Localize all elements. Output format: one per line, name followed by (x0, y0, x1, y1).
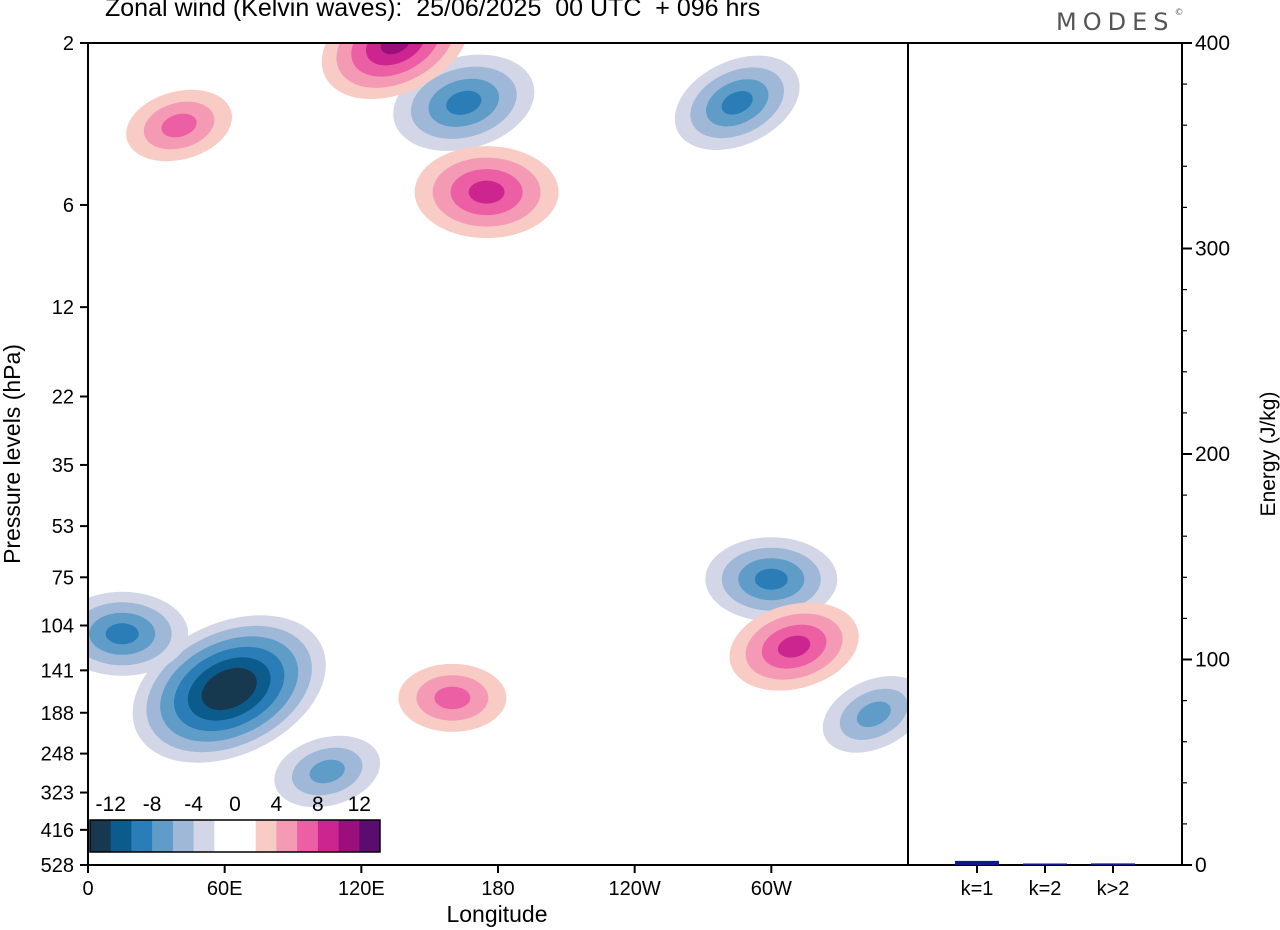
energy-bar (1023, 863, 1067, 865)
contour-easterly-level (215, 678, 244, 700)
colorbar-swatch (317, 820, 340, 852)
energy-axis-label: Energy (J/kg) (1257, 392, 1280, 517)
colorbar-frame (89, 819, 381, 853)
energy-tick-label: 400 (1195, 32, 1230, 55)
y-tick-label: 323 (41, 783, 74, 805)
y-axis-label: Pressure levels (hPa) (0, 344, 25, 564)
colorbar-label: -8 (143, 793, 162, 816)
energy-tick-label: 300 (1195, 238, 1230, 261)
colorbar-label: 4 (271, 793, 283, 816)
contour-easterly-level (856, 701, 891, 728)
y-tick-label: 53 (52, 516, 74, 538)
contour-easterly-level (754, 568, 788, 590)
y-tick-label: 75 (52, 567, 74, 589)
y-tick-label: 528 (41, 855, 74, 877)
x-tick-label: 60E (207, 878, 243, 900)
colorbar-swatch (338, 820, 360, 852)
colorbar-swatch (131, 820, 153, 852)
colorbar-swatch (90, 820, 112, 852)
colorbar-swatch (276, 820, 298, 852)
colorbar-swatch (359, 820, 381, 852)
y-tick-label: 2 (63, 33, 74, 55)
energy-category-label: k=2 (1029, 878, 1062, 900)
y-tick-label: 188 (41, 703, 74, 725)
colorbar-swatch (172, 820, 195, 852)
y-tick-label: 22 (52, 386, 74, 408)
x-tick-label: 120W (609, 878, 661, 900)
y-tick-label: 12 (52, 297, 74, 319)
colorbar-swatch (255, 820, 277, 852)
colorbar-label: 8 (312, 793, 324, 816)
y-tick-label: 6 (63, 195, 74, 217)
y-tick-label: 416 (41, 820, 74, 842)
colorbar-swatch (297, 820, 319, 852)
colorbar-label: 0 (229, 793, 241, 816)
colorbar-swatch (110, 820, 132, 852)
chart-title: Zonal wind (Kelvin waves): 25/06/2025 00… (105, 0, 761, 22)
contour-westerly-level (434, 686, 471, 710)
modes-logo: MODES© (1056, 8, 1184, 36)
colorbar-label: 12 (348, 793, 371, 816)
x-tick-label: 60W (751, 878, 792, 900)
colorbar-swatch (193, 820, 215, 852)
energy-category-label: k>2 (1097, 878, 1130, 900)
y-tick-label: 248 (41, 744, 74, 766)
contour-easterly-level (309, 759, 345, 784)
contour-easterly-level (721, 91, 753, 115)
x-tick-label: 120E (338, 878, 385, 900)
contour-easterly-level (446, 90, 482, 115)
contour-westerly-level (468, 180, 505, 204)
contour-westerly-level (777, 635, 811, 658)
x-tick-label: 180 (481, 878, 514, 900)
energy-bar (955, 860, 999, 865)
x-axis-label: Longitude (446, 901, 547, 927)
contour-field (88, 43, 908, 808)
y-tick-label: 104 (41, 615, 74, 637)
colorbar-swatch (235, 820, 257, 852)
energy-bar (1091, 863, 1135, 865)
energy-tick-label: 100 (1195, 649, 1230, 672)
energy-frame (907, 42, 1183, 866)
energy-tick-label: 200 (1195, 443, 1230, 466)
y-axis: 2 6 12 22 35 53 75 104 141 188 248 323 416 528 (41, 33, 88, 877)
colorbar-label: -4 (184, 793, 203, 816)
contour-easterly-level (105, 623, 139, 645)
energy-tick-label: 0 (1195, 854, 1207, 877)
x-tick-label: 0 (82, 878, 93, 900)
y-tick-label: 35 (52, 455, 74, 477)
colorbar: -12 -8 -4 0 4 8 12 (89, 793, 381, 853)
contour-westerly-level (161, 113, 197, 138)
x-axis: 0 60E 120E 180 120W 60W (82, 865, 792, 900)
y-tick-label: 141 (41, 660, 74, 682)
colorbar-label: -12 (96, 793, 126, 816)
colorbar-swatch (214, 820, 236, 852)
energy-panel: 0 100 200 300 400 k=1 k=2 k>2 (907, 32, 1230, 900)
energy-category-label: k=1 (961, 878, 994, 900)
colorbar-swatch (152, 820, 174, 852)
